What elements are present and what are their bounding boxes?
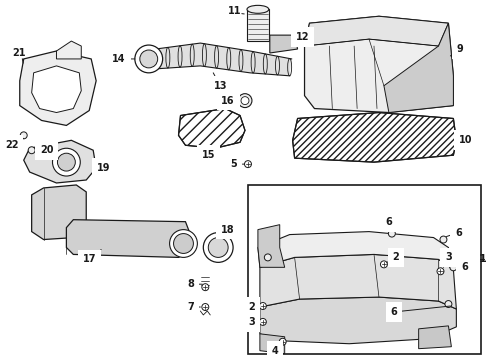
Text: 5: 5 [231, 159, 244, 169]
Polygon shape [305, 16, 453, 113]
Polygon shape [156, 43, 292, 76]
Text: 20: 20 [36, 145, 53, 155]
Text: 12: 12 [295, 32, 309, 42]
Circle shape [203, 233, 233, 262]
Circle shape [440, 236, 447, 243]
Text: 9: 9 [450, 44, 464, 56]
Circle shape [208, 238, 228, 257]
Text: 6: 6 [391, 306, 450, 317]
Circle shape [202, 284, 209, 291]
Circle shape [445, 301, 452, 307]
Polygon shape [258, 225, 285, 267]
Polygon shape [20, 51, 96, 125]
Text: 6: 6 [446, 228, 462, 238]
Circle shape [245, 161, 251, 168]
Polygon shape [66, 220, 191, 257]
Polygon shape [24, 140, 96, 183]
Polygon shape [178, 109, 245, 148]
Text: 6: 6 [386, 217, 392, 231]
Circle shape [170, 230, 197, 257]
Circle shape [28, 147, 35, 154]
Bar [248, 185, 481, 354]
Polygon shape [247, 9, 269, 41]
Text: 2: 2 [248, 302, 260, 312]
Polygon shape [260, 255, 456, 309]
Polygon shape [258, 231, 453, 269]
Text: 4: 4 [271, 346, 280, 356]
Circle shape [140, 50, 158, 68]
Text: 2: 2 [387, 252, 399, 262]
Text: 14: 14 [112, 54, 135, 64]
Circle shape [279, 338, 286, 345]
Circle shape [380, 261, 388, 268]
Text: 8: 8 [187, 279, 202, 289]
Text: 6: 6 [456, 262, 467, 272]
Text: 22: 22 [5, 138, 24, 150]
Text: 7: 7 [187, 302, 200, 312]
Text: 10: 10 [454, 135, 472, 145]
Text: 13: 13 [213, 73, 227, 91]
Circle shape [264, 254, 271, 261]
Polygon shape [260, 334, 285, 354]
Circle shape [389, 230, 395, 237]
Polygon shape [305, 16, 448, 46]
Text: 1: 1 [478, 255, 486, 264]
Text: 11: 11 [228, 6, 242, 16]
Text: 16: 16 [221, 96, 238, 105]
Polygon shape [293, 113, 456, 162]
Circle shape [259, 302, 267, 310]
Text: 18: 18 [220, 225, 235, 237]
Circle shape [450, 264, 457, 271]
Polygon shape [270, 35, 297, 53]
Text: 15: 15 [201, 148, 215, 160]
Polygon shape [260, 297, 456, 344]
Circle shape [52, 148, 80, 176]
Circle shape [259, 319, 267, 325]
Text: 19: 19 [96, 163, 111, 173]
Polygon shape [32, 185, 86, 239]
Circle shape [238, 94, 252, 108]
Circle shape [20, 132, 27, 139]
Polygon shape [56, 41, 81, 59]
Circle shape [57, 153, 75, 171]
Text: 3: 3 [443, 252, 452, 267]
Polygon shape [384, 23, 453, 113]
Text: 17: 17 [82, 249, 101, 264]
Circle shape [437, 268, 444, 275]
Ellipse shape [247, 5, 269, 13]
Circle shape [202, 303, 209, 310]
Circle shape [173, 234, 194, 253]
Polygon shape [418, 326, 451, 349]
Polygon shape [32, 66, 81, 113]
Circle shape [135, 45, 163, 73]
Circle shape [241, 96, 249, 105]
Text: 3: 3 [248, 317, 260, 327]
Text: 21: 21 [12, 48, 25, 58]
